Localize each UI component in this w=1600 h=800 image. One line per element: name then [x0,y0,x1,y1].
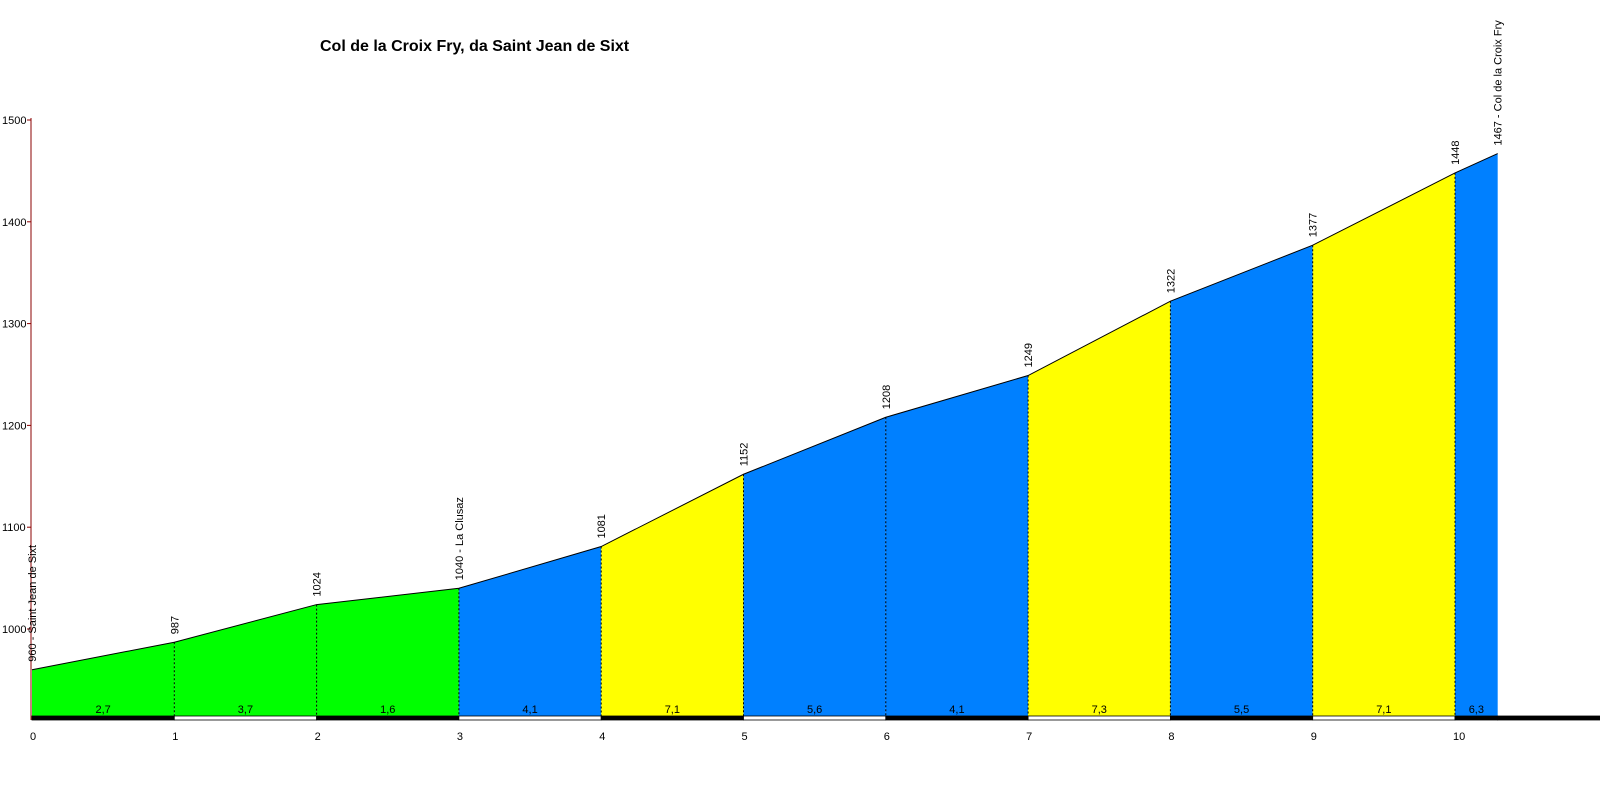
segment-fill [1028,301,1171,720]
profile-line-group [31,153,1498,671]
point-elevation-label: 1152 [739,443,751,467]
y-tick-label: 1000 [2,624,26,636]
y-tick-label: 1300 [2,319,26,331]
point-labels: 960 - Saint Jean de Sixt 987 1024 1040 - La… [27,20,1505,662]
profile-line [31,153,1498,671]
point-elevation-label: 1377 [1308,213,1320,237]
x-tick-label: 5 [742,731,748,743]
x-tick-label: 1 [172,731,178,743]
x-tick-label: 7 [1026,731,1032,743]
segment-gradient-label: 1,6 [380,704,395,716]
km-strip-block [600,715,744,721]
segment-fill [1170,245,1313,721]
segment-fill [32,642,175,720]
point-elevation-label: 1322 [1165,269,1177,293]
km-strip-block [1497,715,1600,721]
km-strip-block [885,715,1029,721]
chart-title: Col de la Croix Fry, da Saint Jean de Si… [320,38,630,55]
point-elevation-label: 987 [169,616,181,634]
km-strip-block [1312,715,1456,721]
km-strip-block [1170,715,1314,721]
point-elevation-label: 1448 [1450,140,1462,164]
km-strip-block [1454,715,1499,721]
axes: 1000 1100 1200 1300 1400 1500 0 1 2 3 4 5 6 7 8 9 10 [2,115,1465,743]
segment-fill [458,546,602,720]
segment-gradient-label: 2,7 [96,704,111,716]
y-tick-label: 1100 [2,522,26,534]
km-strip-block [743,715,887,721]
y-tick-label: 1500 [2,115,26,127]
segment-gradient-label: 7,1 [665,704,680,716]
point-elevation-label: 1024 [312,572,324,596]
x-tick-label: 6 [884,731,890,743]
point-elevation-label: 1249 [1023,343,1035,367]
x-tick-label: 3 [457,731,463,743]
segment-dividers [173,172,1456,720]
km-strip: 2,7 3,7 1,6 4,1 7,1 5,6 4,1 7,3 5,5 7,1 6,3 [31,704,1600,721]
segment-gradient-label: 3,7 [238,704,253,716]
x-tick-label: 8 [1168,731,1174,743]
segment-gradient-label: 4,1 [522,704,537,716]
segment-fill [316,588,459,720]
km-strip-block [1027,715,1171,721]
x-tick-label: 4 [599,731,605,743]
segment-fill [601,474,744,720]
segment-gradient-label: 5,5 [1234,704,1249,716]
y-tick-label: 1400 [2,217,26,229]
point-elevation-label: 1040 - La Clusaz [454,497,466,580]
km-strip-block [316,715,460,721]
x-tick-label: 10 [1453,731,1465,743]
segment-fills [32,153,1498,721]
segment-gradient-label: 4,1 [949,704,964,716]
segment-gradient-label: 7,1 [1376,704,1391,716]
y-tick-label: 1200 [2,420,26,432]
x-tick-label: 9 [1311,731,1317,743]
x-tick-label: 2 [315,731,321,743]
segment-fill [885,375,1029,720]
km-strip-block [31,715,175,721]
x-tick-label: 0 [30,731,36,743]
segment-fill [743,417,886,720]
segment-gradient-label: 5,6 [807,704,822,716]
point-elevation-label: 960 - Saint Jean de Sixt [27,545,39,662]
segment-fill [1455,153,1498,720]
km-strip-block [173,715,318,721]
segment-fill [1312,172,1455,720]
segment-fill [174,604,317,720]
segment-gradient-label: 6,3 [1469,704,1484,716]
point-elevation-label: 1208 [881,385,893,409]
km-strip-block [458,715,602,721]
segment-gradient-label: 7,3 [1092,704,1107,716]
point-elevation-label: 1081 [596,514,608,538]
point-elevation-label: 1467 - Col de la Croix Fry [1493,20,1505,146]
